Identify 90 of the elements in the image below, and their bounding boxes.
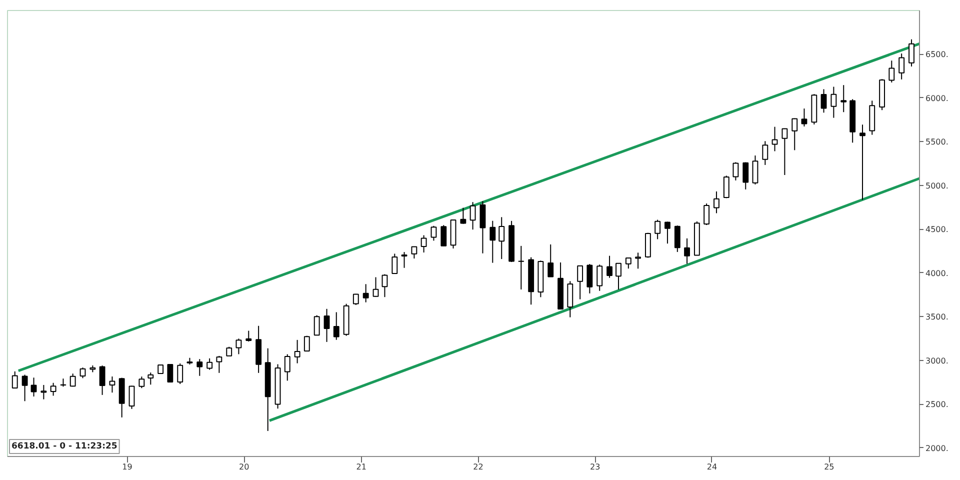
candlestick (820, 88, 827, 114)
y-tick-label: 2000. (926, 444, 948, 453)
candlestick (518, 245, 524, 290)
candlestick (392, 253, 398, 274)
candlestick (586, 264, 593, 294)
candlestick (294, 339, 300, 364)
candlestick (664, 221, 670, 244)
candlestick (304, 335, 310, 352)
candlestick (333, 312, 340, 340)
candlestick (236, 338, 242, 355)
candlestick (314, 314, 320, 336)
x-tick-label: 20 (239, 462, 250, 472)
candlestick (284, 354, 290, 382)
y-tick-label: 5000. (926, 181, 948, 190)
candlestick (30, 377, 37, 398)
candlestick (401, 252, 408, 268)
candlestick (596, 264, 603, 292)
candlestick (490, 220, 496, 264)
candlestick (704, 203, 710, 226)
candlestick (324, 308, 330, 342)
y-tick-label: 3500. (926, 312, 948, 322)
y-tick-label: 6500. (926, 50, 948, 60)
candlestick (625, 257, 632, 270)
candlestick (99, 365, 106, 396)
y-tick-label: 2500. (926, 400, 948, 410)
candlestick (460, 207, 466, 224)
candlestick (70, 373, 76, 388)
x-tick-label: 25 (824, 462, 834, 472)
candlestick (138, 376, 145, 389)
candlestick (80, 367, 86, 379)
candlestick (908, 38, 914, 67)
candlestick (752, 154, 758, 185)
candlestick (12, 370, 18, 389)
candlestick (567, 280, 574, 318)
candlestick (840, 84, 847, 113)
candlestick (177, 362, 184, 385)
candlestick (40, 384, 47, 400)
candlestick (470, 202, 476, 230)
y-tick-label: 4000. (926, 268, 948, 278)
candlestick (616, 262, 622, 290)
candlestick (411, 246, 418, 260)
candlestick (801, 108, 808, 127)
candlestick (480, 200, 486, 254)
candlestick (723, 175, 730, 199)
candlestick (352, 293, 359, 306)
candlestick (606, 255, 612, 278)
candlestick (742, 162, 749, 190)
candlestick (635, 252, 641, 270)
x-tick-label: 24 (706, 462, 718, 472)
candlestick (362, 284, 369, 303)
candlestick (684, 238, 690, 264)
candlestick (167, 364, 174, 382)
candlestick (148, 372, 154, 386)
x-tick-label: 19 (122, 462, 132, 472)
candlestick (782, 128, 788, 176)
candlestick (714, 190, 720, 214)
y-tick-label: 6000. (926, 94, 948, 103)
candlestick (674, 225, 680, 252)
y-tick-label: 5500. (926, 138, 948, 147)
annotation: 6618.01 - 0 - 11:23:25 (12, 442, 118, 452)
candlestick (420, 234, 427, 253)
candlestick (206, 358, 213, 370)
candlestick (430, 225, 437, 242)
y-tick-label: 3000. (926, 356, 948, 366)
candlestick (830, 86, 837, 118)
candlestick (440, 224, 447, 247)
candlestick (498, 216, 505, 260)
candlestick (50, 382, 56, 396)
candlestick (128, 385, 135, 410)
candlestick (372, 276, 379, 298)
y-tick-label: 4500. (926, 225, 948, 234)
candlestick (109, 376, 116, 394)
candlestick (792, 118, 798, 151)
candlestick (762, 140, 768, 166)
candlestick (216, 355, 222, 374)
candlestick (654, 219, 661, 240)
candlestick (548, 244, 554, 278)
candlestick (382, 274, 388, 298)
candlestick (888, 60, 895, 83)
candlestick (732, 162, 739, 181)
x-tick-label: 21 (356, 462, 366, 472)
x-tick-label: 23 (590, 462, 600, 472)
candlestick (577, 265, 584, 300)
candlestick (860, 124, 866, 200)
candlestick (898, 53, 905, 80)
candlestick (246, 330, 252, 342)
candlestick (226, 346, 232, 356)
x-tick-label: 22 (473, 462, 484, 472)
candlestick (196, 358, 203, 376)
candlestick (22, 374, 28, 402)
